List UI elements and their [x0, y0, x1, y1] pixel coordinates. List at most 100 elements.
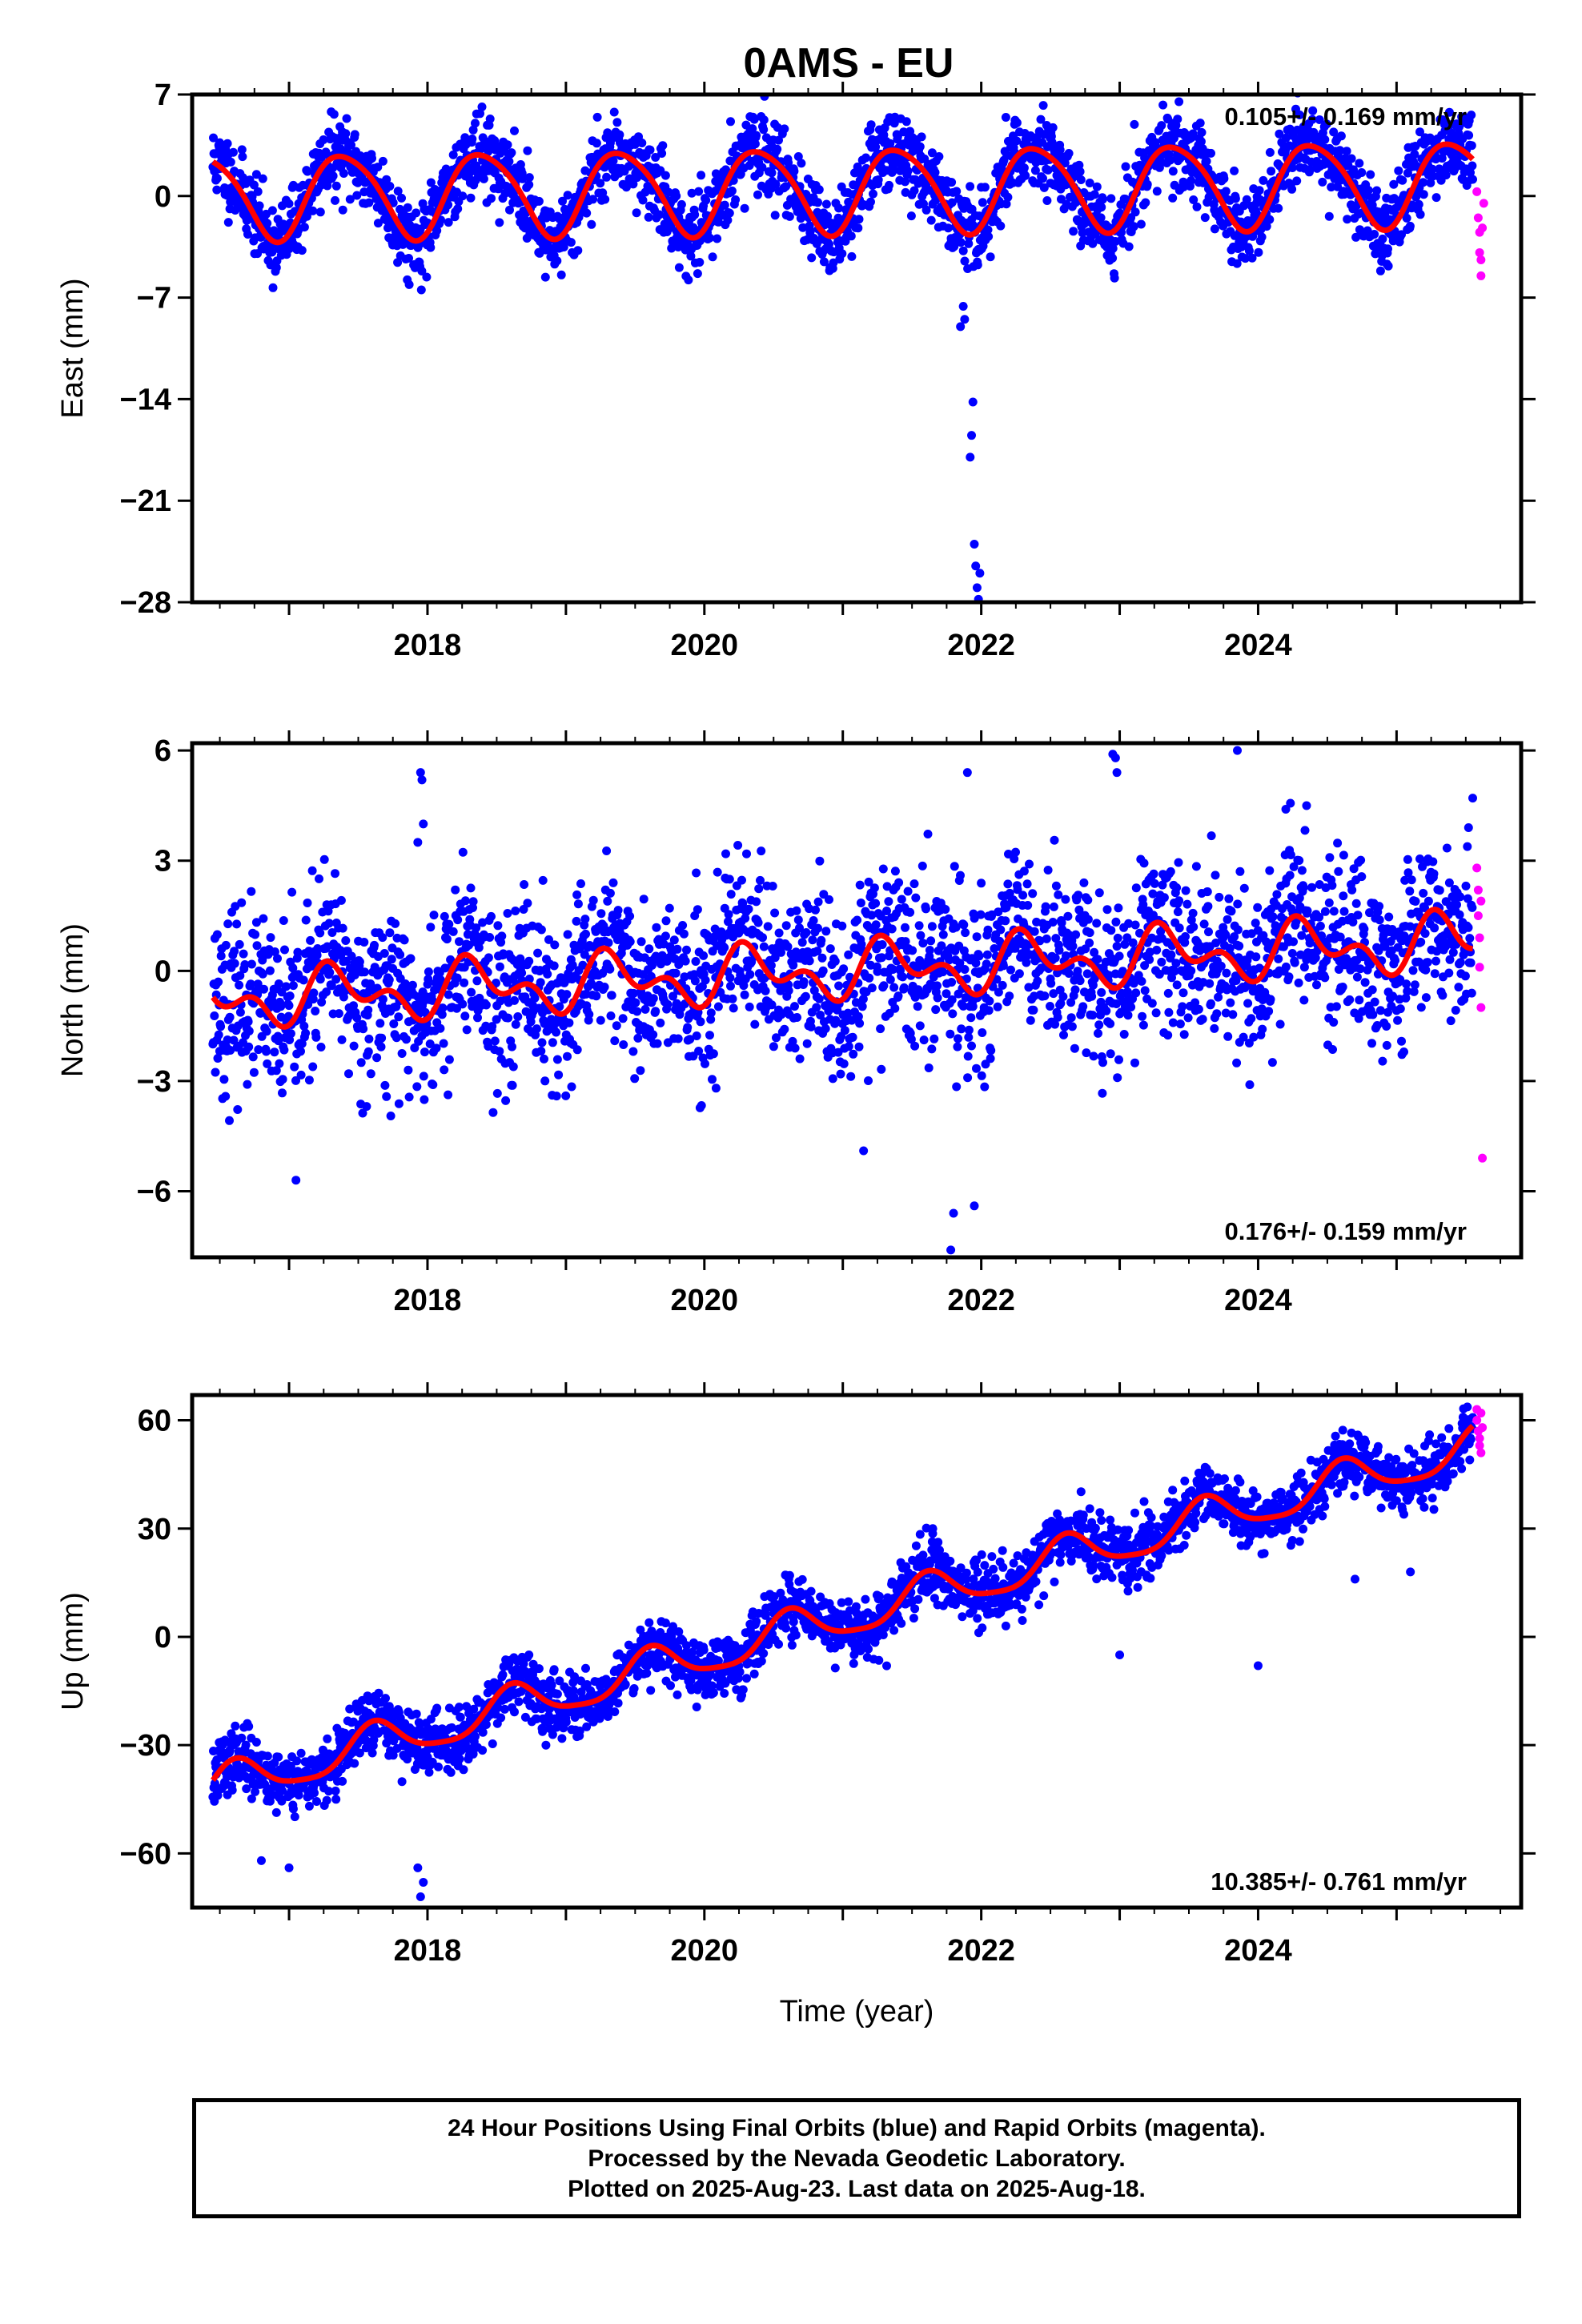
final-point [517, 968, 527, 978]
final-point [278, 1088, 287, 1098]
final-point [212, 174, 222, 183]
final-point [947, 995, 957, 1004]
final-point [972, 1063, 981, 1073]
final-point [1284, 972, 1294, 982]
final-point [508, 1080, 517, 1090]
final-point [1210, 1023, 1219, 1033]
final-point [552, 1027, 561, 1037]
final-point [1129, 222, 1138, 231]
final-point [1121, 162, 1130, 171]
final-point [367, 154, 376, 163]
final-point [986, 1054, 995, 1063]
final-point [806, 1022, 816, 1031]
final-point [225, 1012, 235, 1022]
final-point [363, 1005, 373, 1015]
final-point [243, 230, 252, 239]
final-point [690, 210, 700, 219]
final-point [481, 1000, 491, 1010]
final-point [706, 1015, 716, 1024]
final-point [580, 950, 589, 959]
final-point [524, 173, 534, 183]
final-point [1275, 129, 1284, 139]
final-point [674, 263, 684, 272]
final-point [1181, 932, 1190, 941]
final-point [750, 1019, 760, 1029]
final-point [1114, 1055, 1123, 1064]
final-point [961, 928, 970, 938]
final-point [1094, 888, 1104, 898]
final-point [550, 940, 560, 950]
final-point [1124, 919, 1134, 928]
final-point [853, 223, 863, 233]
final-point [1295, 111, 1304, 119]
final-point [828, 1074, 837, 1084]
final-point [657, 149, 667, 158]
final-point [901, 923, 909, 932]
final-point [1113, 933, 1122, 943]
final-point [673, 1034, 683, 1043]
final-point [458, 191, 468, 201]
final-point [943, 223, 953, 233]
final-point [890, 1003, 900, 1013]
final-point [385, 928, 395, 938]
final-point [1257, 1004, 1267, 1014]
final-point [1014, 969, 1024, 979]
final-point [223, 218, 233, 227]
final-point [790, 1002, 799, 1011]
final-point [1049, 902, 1058, 911]
final-point [248, 1052, 258, 1062]
final-point [873, 967, 882, 976]
final-point [572, 1045, 582, 1055]
final-point [375, 1019, 385, 1028]
final-point [968, 1002, 978, 1011]
final-point [1152, 945, 1162, 955]
final-point [216, 1022, 226, 1031]
final-point [681, 956, 690, 966]
final-point [458, 999, 468, 1009]
final-point [505, 205, 514, 215]
final-point [1186, 966, 1196, 975]
final-point [358, 1108, 367, 1118]
final-point [899, 983, 909, 992]
final-point [805, 226, 815, 235]
final-point [805, 956, 814, 966]
final-point [1131, 988, 1141, 998]
final-point [971, 959, 981, 968]
final-point [957, 1024, 966, 1034]
final-point [1285, 870, 1295, 880]
final-point [923, 830, 933, 838]
final-point [625, 911, 635, 921]
final-point [694, 187, 704, 196]
final-point [982, 959, 991, 969]
final-point [758, 933, 767, 943]
y-tick-label: −7 [137, 282, 171, 316]
final-point [387, 955, 396, 964]
final-point [1102, 905, 1112, 915]
final-point [1068, 942, 1078, 951]
final-point [581, 929, 590, 939]
final-point [495, 962, 504, 971]
final-point [270, 947, 279, 956]
final-point [1318, 177, 1327, 187]
final-point [561, 1091, 571, 1100]
final-point [1149, 869, 1158, 879]
final-point [1299, 883, 1308, 892]
final-point [1415, 210, 1425, 219]
final-point [917, 861, 927, 870]
final-point [693, 905, 702, 915]
final-point [713, 234, 722, 243]
final-point [1207, 831, 1216, 841]
final-point [1158, 100, 1168, 110]
final-point [846, 231, 856, 241]
final-point [930, 167, 940, 177]
final-point [846, 1072, 856, 1081]
final-point [960, 256, 970, 266]
final-point [980, 1082, 990, 1092]
final-point [1163, 1031, 1173, 1040]
final-point [377, 1033, 387, 1043]
final-point [533, 948, 543, 958]
final-point [967, 431, 977, 440]
final-point [864, 1076, 873, 1085]
model-fit-line [211, 141, 1475, 246]
